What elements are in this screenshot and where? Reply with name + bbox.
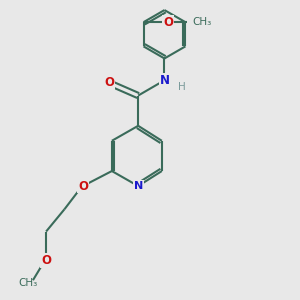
Text: N: N (134, 181, 143, 191)
Text: O: O (78, 179, 88, 193)
Text: O: O (41, 254, 51, 267)
Text: H: H (178, 82, 185, 92)
Text: O: O (104, 76, 114, 89)
Text: N: N (160, 74, 170, 87)
Text: O: O (163, 16, 173, 29)
Text: CH₃: CH₃ (193, 17, 212, 27)
Text: CH₃: CH₃ (18, 278, 37, 288)
